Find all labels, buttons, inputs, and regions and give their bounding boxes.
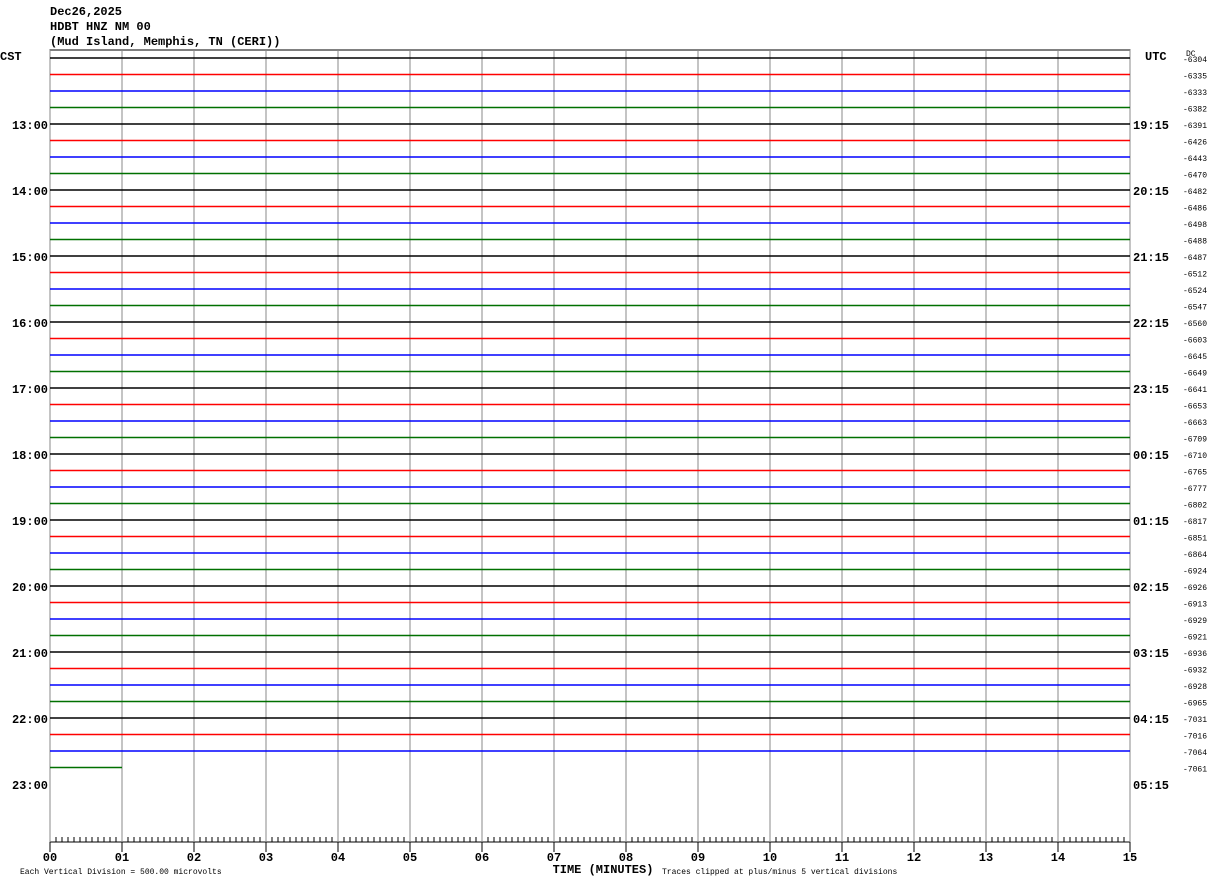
right-hour: 01:15 bbox=[1133, 515, 1169, 529]
dc-label: -6710 bbox=[1183, 452, 1207, 461]
dc-label: -6653 bbox=[1183, 403, 1207, 412]
x-tick-label: 07 bbox=[547, 851, 561, 865]
dc-label: -6649 bbox=[1183, 370, 1207, 379]
dc-label: -6802 bbox=[1183, 502, 1207, 511]
right-hour: 04:15 bbox=[1133, 713, 1169, 727]
dc-label: -6560 bbox=[1183, 320, 1207, 329]
dc-label: -6335 bbox=[1183, 73, 1207, 82]
right-zone: UTC bbox=[1145, 50, 1167, 64]
dc-label: -6765 bbox=[1183, 469, 1207, 478]
right-hour: 20:15 bbox=[1133, 185, 1169, 199]
dc-label: -6547 bbox=[1183, 304, 1207, 313]
left-hour: 19:00 bbox=[12, 515, 48, 529]
x-tick-label: 13 bbox=[979, 851, 993, 865]
left-hour: 20:00 bbox=[12, 581, 48, 595]
x-tick-label: 11 bbox=[835, 851, 849, 865]
right-hour: 21:15 bbox=[1133, 251, 1169, 265]
dc-label: -6488 bbox=[1183, 238, 1207, 247]
footer-left: Each Vertical Division = 500.00 microvol… bbox=[20, 868, 222, 877]
dc-label: -6851 bbox=[1183, 535, 1207, 544]
x-tick-label: 02 bbox=[187, 851, 201, 865]
footer-right: Traces clipped at plus/minus 5 vertical … bbox=[662, 868, 897, 877]
right-hour: 03:15 bbox=[1133, 647, 1169, 661]
left-hour: 21:00 bbox=[12, 647, 48, 661]
dc-label: -6482 bbox=[1183, 188, 1207, 197]
dc-label: -6645 bbox=[1183, 353, 1207, 362]
x-tick-label: 08 bbox=[619, 851, 633, 865]
dc-label: -6524 bbox=[1183, 287, 1207, 296]
header-location: (Mud Island, Memphis, TN (CERI)) bbox=[50, 35, 280, 49]
x-tick-label: 09 bbox=[691, 851, 705, 865]
x-tick-label: 01 bbox=[115, 851, 129, 865]
x-tick-label: 04 bbox=[331, 851, 345, 865]
plot-frame bbox=[49, 49, 1131, 843]
dc-label: -6924 bbox=[1183, 568, 1207, 577]
dc-label: -6487 bbox=[1183, 254, 1207, 263]
dc-label: -6936 bbox=[1183, 650, 1207, 659]
x-tick-label: 05 bbox=[403, 851, 417, 865]
right-hour: 02:15 bbox=[1133, 581, 1169, 595]
dc-label: -6333 bbox=[1183, 89, 1207, 98]
header-date: Dec26,2025 bbox=[50, 5, 122, 19]
dc-label: -6382 bbox=[1183, 106, 1207, 115]
dc-label: -6929 bbox=[1183, 617, 1207, 626]
dc-label: -6777 bbox=[1183, 485, 1207, 494]
left-hour: 16:00 bbox=[12, 317, 48, 331]
dc-label: -7016 bbox=[1183, 733, 1207, 742]
left-hour: 22:00 bbox=[12, 713, 48, 727]
dc-label: -6663 bbox=[1183, 419, 1207, 428]
right-hour: 05:15 bbox=[1133, 779, 1169, 793]
dc-label: -6928 bbox=[1183, 683, 1207, 692]
x-tick-label: 03 bbox=[259, 851, 273, 865]
x-axis-label: TIME (MINUTES) bbox=[553, 863, 654, 877]
left-zone: CST bbox=[0, 50, 22, 64]
dc-label: -6864 bbox=[1183, 551, 1207, 560]
dc-label: -6709 bbox=[1183, 436, 1207, 445]
dc-label: -7061 bbox=[1183, 766, 1207, 775]
left-hour: 17:00 bbox=[12, 383, 48, 397]
left-hour: 18:00 bbox=[12, 449, 48, 463]
right-hour: 23:15 bbox=[1133, 383, 1169, 397]
right-hour: 22:15 bbox=[1133, 317, 1169, 331]
left-hour: 13:00 bbox=[12, 119, 48, 133]
left-hour: 15:00 bbox=[12, 251, 48, 265]
dc-label: -6926 bbox=[1183, 584, 1207, 593]
dc-label: -6498 bbox=[1183, 221, 1207, 230]
dc-header: DC bbox=[1186, 50, 1196, 59]
left-hour: 23:00 bbox=[12, 779, 48, 793]
dc-label: -6603 bbox=[1183, 337, 1207, 346]
x-tick-label: 06 bbox=[475, 851, 489, 865]
dc-label: -6817 bbox=[1183, 518, 1207, 527]
x-tick-label: 15 bbox=[1123, 851, 1137, 865]
dc-label: -6486 bbox=[1183, 205, 1207, 214]
dc-label: -6470 bbox=[1183, 172, 1207, 181]
dc-label: -6426 bbox=[1183, 139, 1207, 148]
dc-label: -6391 bbox=[1183, 122, 1207, 131]
header-station: HDBT HNZ NM 00 bbox=[50, 20, 151, 34]
dc-label: -6443 bbox=[1183, 155, 1207, 164]
x-tick-label: 12 bbox=[907, 851, 921, 865]
right-hour: 19:15 bbox=[1133, 119, 1169, 133]
right-hour: 00:15 bbox=[1133, 449, 1169, 463]
dc-label: -6965 bbox=[1183, 700, 1207, 709]
dc-label: -6641 bbox=[1183, 386, 1207, 395]
dc-label: -6304 bbox=[1183, 56, 1207, 65]
x-tick-label: 14 bbox=[1051, 851, 1065, 865]
dc-label: -6932 bbox=[1183, 667, 1207, 676]
x-tick-label: 10 bbox=[763, 851, 777, 865]
dc-label: -6921 bbox=[1183, 634, 1207, 643]
dc-label: -6512 bbox=[1183, 271, 1207, 280]
left-hour: 14:00 bbox=[12, 185, 48, 199]
dc-label: -7031 bbox=[1183, 716, 1207, 725]
dc-label: -7064 bbox=[1183, 749, 1207, 758]
dc-label: -6913 bbox=[1183, 601, 1207, 610]
x-tick-label: 00 bbox=[43, 851, 57, 865]
